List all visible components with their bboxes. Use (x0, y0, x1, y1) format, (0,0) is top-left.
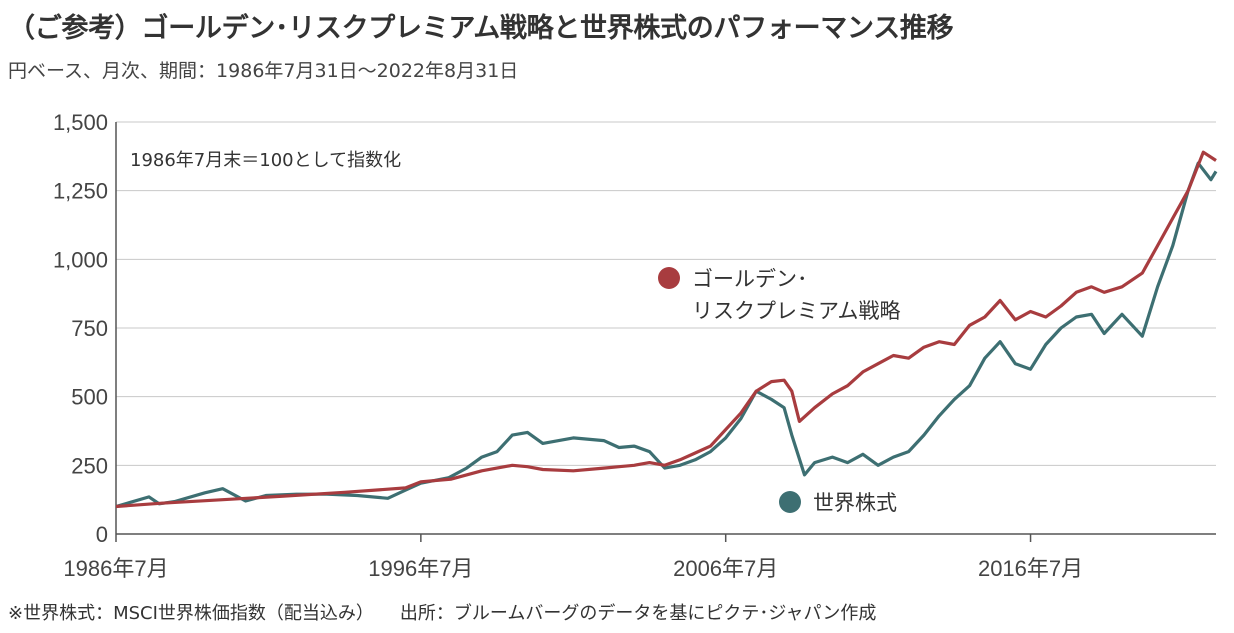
x-tick-label: 2006年7月 (673, 556, 778, 581)
series-line-world-equity (115, 161, 1218, 509)
series-layer (115, 150, 1218, 509)
x-tick-label: 1996年7月 (368, 556, 473, 581)
y-tick-label: 1,500 (53, 110, 108, 135)
y-tick-label: 1,000 (53, 247, 108, 272)
y-tick-label: 250 (71, 453, 108, 478)
series-line-golden-risk-premium (115, 150, 1217, 509)
y-tick-label: 0 (96, 522, 108, 547)
legend-world-equity-label: 世界株式 (813, 491, 897, 515)
y-tick-label: 500 (71, 385, 108, 410)
grid-layer (116, 121, 1216, 466)
chart-subtitle: 円ベース、月次、期間：1986年7月31日～2022年8月31日 (8, 60, 519, 82)
legend-golden-risk-premium-label: ゴールデン･ (692, 267, 808, 291)
y-tick-label: 1,250 (53, 179, 108, 204)
footer-source: 出所：ブルームバーグのデータを基にピクテ･ジャパン作成 (399, 603, 877, 624)
y-tick-label: 750 (71, 316, 108, 341)
legend-golden-risk-premium-label: リスクプレミアム戦略 (692, 299, 901, 323)
footer-note: ※世界株式：MSCI世界株価指数（配当込み） (8, 603, 374, 624)
chart-title: （ご参考）ゴールデン･リスクプレミアム戦略と世界株式のパフォーマンス推移 (8, 13, 954, 44)
footer: ※世界株式：MSCI世界株価指数（配当込み） 出所：ブルームバーグのデータを基にピ… (8, 599, 876, 625)
legend-world-equity-marker (779, 491, 801, 513)
x-tick-label: 1986年7月 (63, 556, 168, 581)
x-tick-label: 2016年7月 (978, 556, 1083, 581)
legend-golden-risk-premium-marker (658, 267, 680, 289)
index-note: 1986年7月末＝100として指数化 (130, 150, 401, 171)
axis-layer: 0 250 500 750 1,000 1,250 1,500 1986年7月 1996年7月 2… (53, 110, 1216, 581)
